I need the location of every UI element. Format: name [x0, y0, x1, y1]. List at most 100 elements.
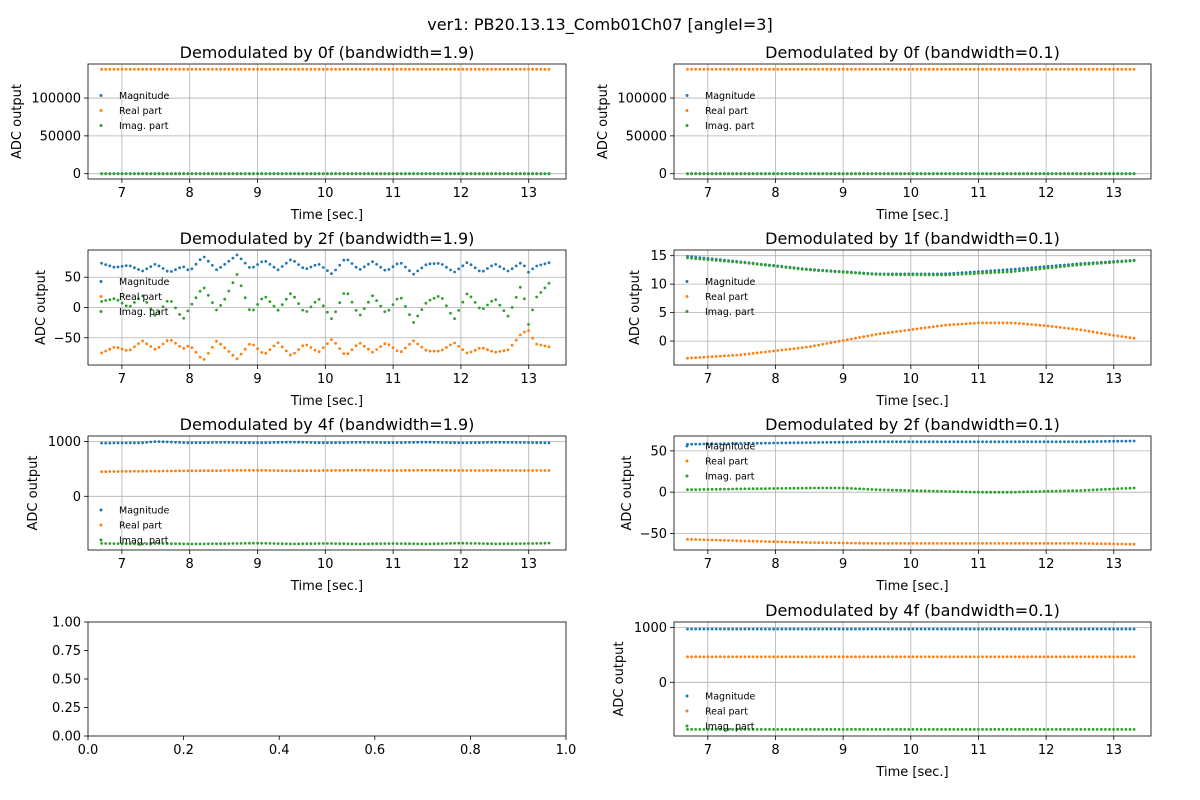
data-point: [792, 347, 796, 350]
data-point: [506, 469, 510, 472]
data-point: [718, 655, 722, 659]
data-point: [211, 345, 214, 349]
data-point: [710, 538, 714, 542]
x-tick-label: 8: [186, 557, 194, 572]
data-point: [190, 346, 194, 349]
data-point: [399, 542, 403, 545]
data-point: [960, 728, 964, 731]
data-point: [1099, 261, 1103, 265]
data-point: [1091, 67, 1095, 71]
data-point: [1005, 728, 1009, 731]
data-point: [960, 67, 964, 71]
data-point: [874, 67, 878, 71]
data-point: [723, 67, 726, 71]
data-point: [457, 67, 461, 71]
data-point: [133, 469, 136, 473]
data-point: [539, 263, 543, 267]
data-point: [375, 262, 378, 266]
data-point: [1034, 267, 1038, 271]
data-point: [523, 469, 526, 472]
data-point: [1108, 487, 1111, 491]
data-point: [440, 469, 444, 472]
data-point: [1034, 172, 1038, 176]
data-point: [809, 441, 812, 444]
data-point: [490, 441, 493, 444]
data-point: [350, 262, 354, 265]
data-point: [301, 344, 305, 348]
data-point: [313, 67, 317, 71]
data-point: [457, 309, 461, 312]
data-point: [342, 172, 346, 176]
data-point: [498, 440, 502, 444]
data-point: [440, 542, 444, 545]
data-point: [1022, 172, 1025, 176]
data-point: [391, 542, 395, 545]
data-point: [527, 172, 530, 176]
data-point: [449, 268, 452, 272]
data-point: [821, 67, 825, 71]
data-point: [825, 269, 829, 273]
data-point: [948, 323, 952, 327]
legend-marker: [685, 709, 689, 713]
data-point: [473, 348, 477, 352]
data-point: [211, 469, 214, 472]
data-point: [313, 300, 317, 304]
data-point: [931, 325, 935, 329]
data-point: [104, 172, 108, 176]
data-point: [837, 728, 841, 731]
data-point: [523, 264, 526, 268]
legend-label: Imag. part: [705, 472, 755, 483]
x-tick-label: 10: [903, 743, 920, 758]
data-point: [895, 627, 898, 631]
data-point: [866, 627, 870, 631]
data-point: [1042, 655, 1046, 659]
data-point: [919, 542, 923, 545]
data-point: [305, 469, 309, 473]
data-point: [813, 541, 816, 544]
data-point: [796, 441, 800, 445]
data-point: [399, 441, 403, 444]
data-point: [1079, 627, 1083, 631]
data-point: [944, 440, 947, 444]
data-point: [882, 273, 886, 276]
x-tick-label: 9: [253, 557, 261, 572]
data-point: [289, 67, 292, 71]
data-point: [432, 542, 436, 546]
data-point: [494, 263, 498, 266]
data-point: [1018, 267, 1021, 271]
data-point: [1001, 728, 1005, 731]
data-point: [412, 172, 415, 176]
data-point: [694, 538, 698, 541]
data-point: [416, 542, 420, 546]
data-point: [432, 172, 436, 176]
legend-marker: [99, 508, 103, 512]
data-point: [371, 260, 374, 264]
data-point: [960, 655, 964, 659]
data-point: [1013, 269, 1017, 273]
data-point: [387, 542, 391, 545]
data-point: [178, 266, 182, 270]
data-point: [690, 655, 693, 659]
data-point: [694, 627, 698, 631]
data-point: [137, 67, 140, 71]
data-point: [706, 728, 710, 731]
data-point: [891, 273, 894, 276]
data-point: [284, 349, 288, 353]
data-point: [718, 67, 722, 71]
data-point: [731, 172, 734, 176]
data-point: [190, 172, 194, 176]
data-point: [1083, 655, 1087, 659]
data-point: [375, 542, 378, 546]
data-point: [960, 172, 964, 176]
data-point: [923, 273, 927, 277]
data-point: [502, 172, 506, 176]
data-point: [367, 468, 370, 472]
data-point: [1005, 440, 1009, 444]
data-points: [100, 440, 551, 546]
data-point: [297, 67, 300, 71]
legend-label: Imag. part: [705, 121, 755, 132]
data-point: [813, 627, 816, 631]
data-point: [227, 67, 231, 71]
data-point: [465, 351, 469, 355]
